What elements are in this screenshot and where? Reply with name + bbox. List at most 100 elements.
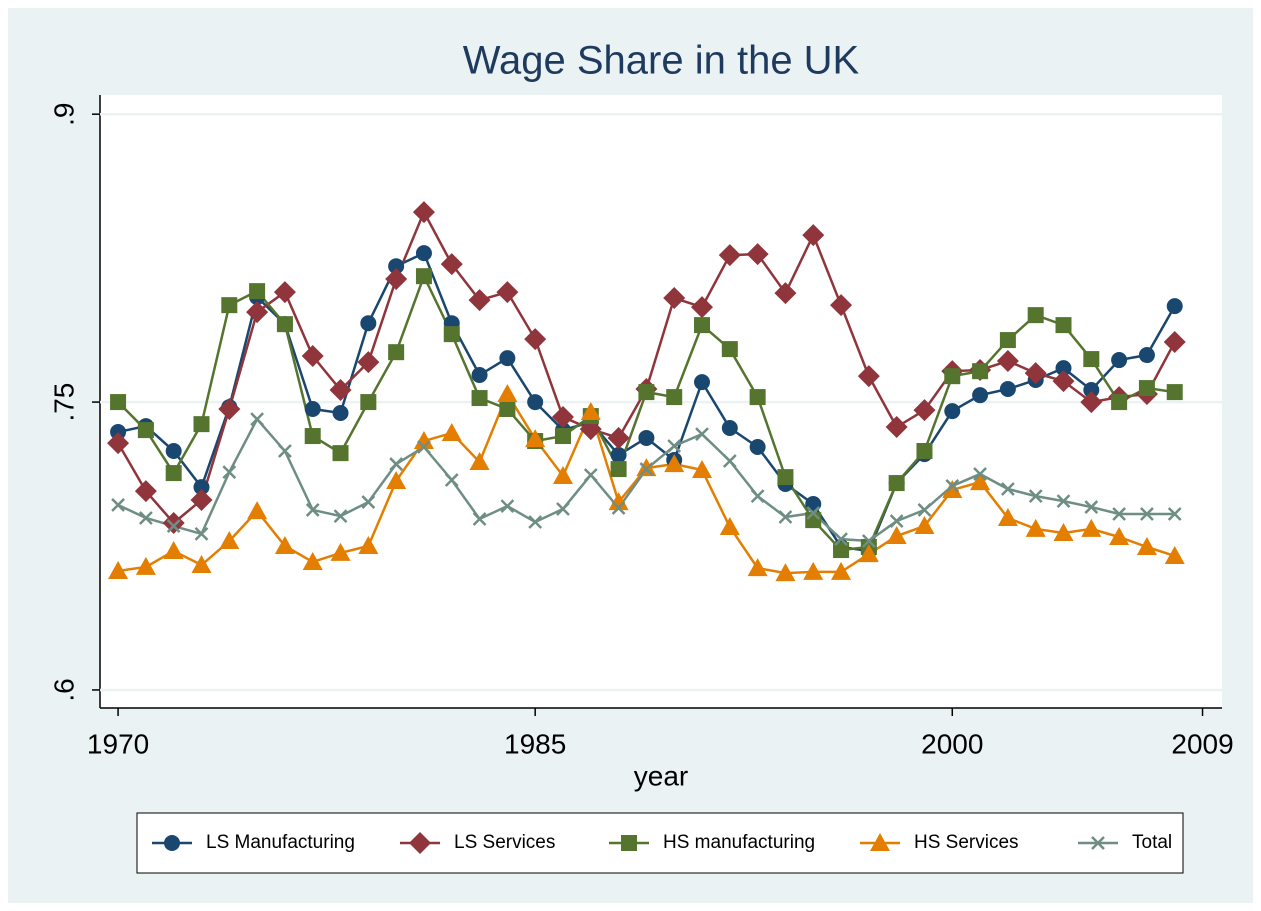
marker [556,502,570,516]
legend-label: HS manufacturing [663,832,815,853]
marker [806,506,821,520]
marker [694,317,711,334]
x-tick-label: 1970 [87,728,149,759]
legend-label: Total [1132,832,1172,853]
marker [722,454,737,468]
marker [1024,362,1047,385]
marker [276,316,293,333]
marker [1112,507,1127,521]
marker [249,283,266,300]
marker [917,503,932,517]
marker [443,326,460,343]
marker [138,511,153,525]
marker [110,424,127,441]
marker [412,201,435,224]
marker [552,465,573,484]
marker [1084,500,1099,514]
marker [914,516,935,535]
marker [607,426,630,449]
marker [413,431,434,450]
marker [888,475,905,492]
marker [444,473,459,487]
marker [166,519,181,533]
marker [357,351,380,374]
marker [970,472,991,491]
marker [193,479,210,496]
marker [1083,351,1100,368]
marker [1080,391,1103,414]
marker [162,511,185,534]
marker [885,416,908,439]
marker [1083,381,1100,398]
marker [219,531,240,550]
marker [527,394,544,411]
marker [496,281,519,304]
marker [301,345,324,368]
marker [388,344,405,361]
marker [304,400,321,417]
marker [1053,522,1074,541]
marker [304,428,321,445]
marker [222,465,237,480]
marker [274,536,295,555]
marker [388,258,405,275]
marker [638,429,655,446]
marker [194,527,209,541]
marker [747,558,768,577]
marker [472,512,487,526]
marker [999,332,1016,349]
marker [250,412,264,427]
marker [973,467,987,481]
marker [1138,380,1155,397]
marker [777,469,794,486]
marker [663,287,686,310]
marker [805,495,822,512]
marker [721,419,738,436]
x-tick-label: 2009 [1171,728,1233,759]
marker [944,368,961,385]
marker [774,282,797,305]
marker [111,498,125,512]
marker [834,532,848,546]
marker [389,457,404,471]
marker [135,556,156,575]
marker [695,427,709,442]
marker [833,542,850,559]
marker [305,503,320,517]
marker [861,534,876,548]
marker [1028,489,1043,504]
marker [610,447,627,464]
legend [136,812,1184,874]
y-tick-label: .75 [48,383,79,422]
marker [165,443,182,460]
marker [666,389,683,406]
marker [999,381,1016,398]
marker [471,390,488,407]
marker [1109,526,1130,545]
marker [107,432,130,455]
marker [886,526,907,545]
marker [1136,536,1157,555]
marker [858,544,879,563]
marker [193,416,210,433]
marker [830,294,853,317]
marker [1027,307,1044,324]
marker [469,451,490,470]
marker [499,350,516,367]
y-tick-label: .6 [48,678,79,701]
marker [1091,836,1105,850]
marker [972,363,989,380]
marker [415,268,432,285]
marker [524,328,547,351]
marker [551,406,574,429]
marker [218,397,241,420]
marker [611,501,626,515]
marker [996,350,1019,373]
marker [273,281,296,304]
marker [330,542,351,561]
marker [221,297,238,314]
marker [499,400,516,417]
legend-label: LS Manufacturing [206,832,355,853]
marker [749,389,766,406]
